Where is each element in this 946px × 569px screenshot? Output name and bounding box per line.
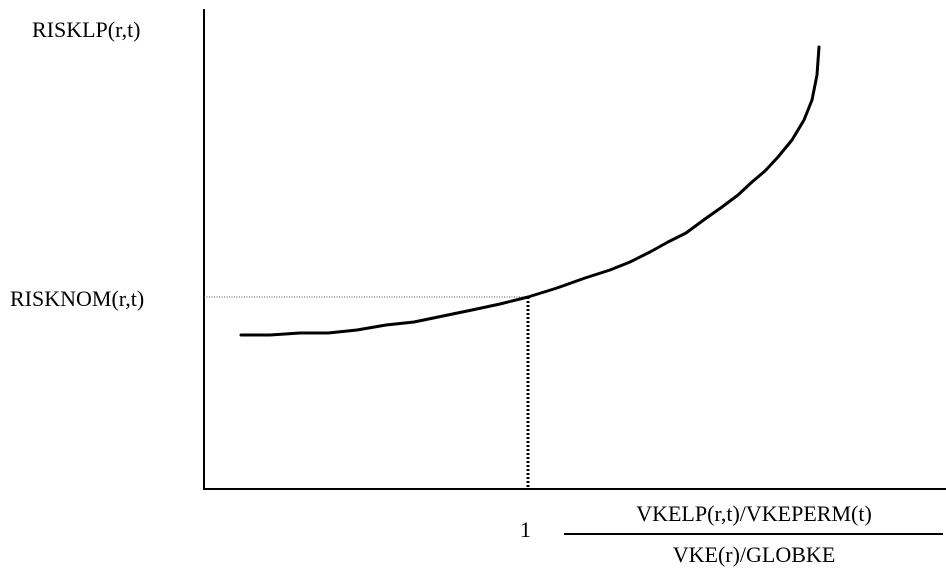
x-label-numerator: VKELP(r,t)/VKEPERM(t) (636, 501, 872, 526)
y-axis-label: RISKLP(r,t) (32, 17, 141, 42)
x-tick-label-1: 1 (520, 517, 531, 542)
risk-curve (239, 45, 821, 337)
x-label-denominator: VKE(r)/GLOBKE (673, 542, 836, 567)
nominal-level-label: RISKNOM(r,t) (10, 286, 144, 311)
